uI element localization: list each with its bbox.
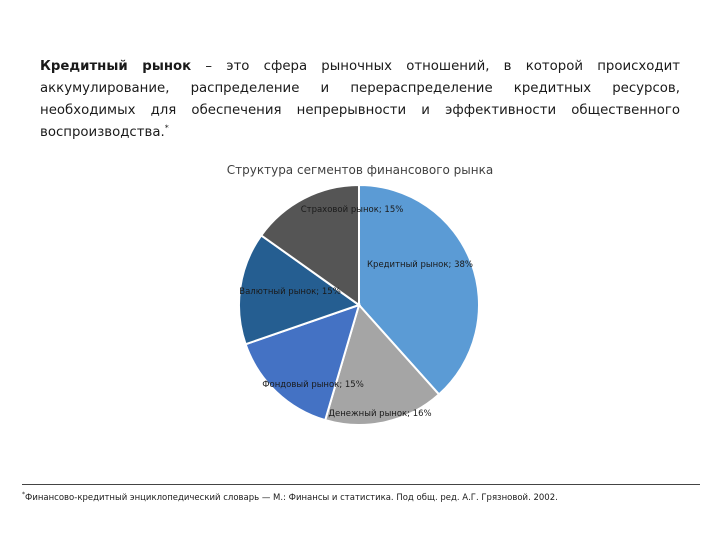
pie-slice-2	[323, 302, 441, 426]
pie-slice-label-1: Кредитный рынок; 38%	[367, 260, 473, 270]
chart-title: Структура сегментов финансового рынка	[226, 163, 494, 177]
definition-term: Кредитный рынок	[40, 59, 192, 74]
definition-text: – это сфера рыночных отношений, в которо…	[40, 59, 680, 140]
pie-slice-5	[259, 183, 360, 307]
footnote-marker: *	[164, 123, 169, 133]
definition-paragraph: Кредитный рынок – это сфера рыночных отн…	[40, 56, 680, 144]
footnote: *Финансово-кредитный энциклопедический с…	[22, 491, 558, 503]
pie-slice-1	[358, 183, 480, 396]
pie-slice-3	[244, 303, 361, 422]
pie-slice-label-2: Денежный рынок; 16%	[328, 409, 431, 419]
pie-slice-label-4: Валютный рынок; 15%	[239, 287, 341, 297]
pie-slice-4	[238, 233, 362, 346]
footnote-divider	[22, 484, 700, 485]
pie-slice-label-5: Страховой рынок; 15%	[301, 205, 404, 215]
footnote-text: Финансово-кредитный энциклопедический сл…	[25, 492, 558, 503]
footnote-mark: *	[22, 491, 25, 498]
pie-slice-label-3: Фондовый рынок; 15%	[262, 380, 364, 390]
